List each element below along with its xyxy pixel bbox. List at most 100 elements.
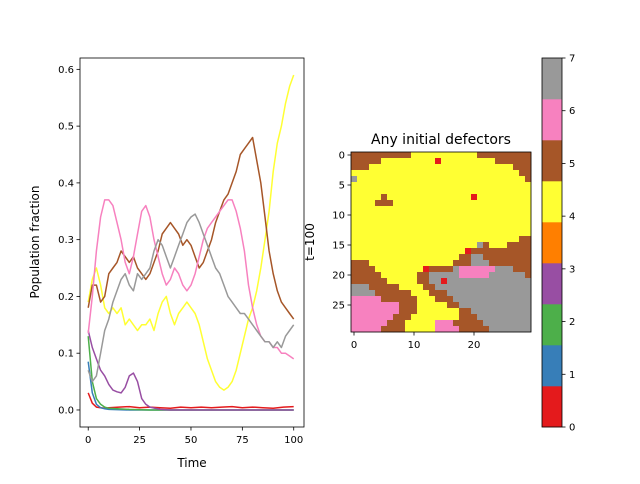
heatmap-cell <box>363 320 370 327</box>
line-series-7 <box>87 213 295 383</box>
heatmap-cell <box>363 248 370 255</box>
heatmap-cell <box>507 266 514 273</box>
heatmap-cell <box>387 266 394 273</box>
heatmap-cell <box>477 236 484 243</box>
heatmap-cell <box>447 212 454 219</box>
heatmap-cell <box>393 200 400 207</box>
heatmap-cell <box>363 302 370 309</box>
heatmap-cell <box>351 302 358 309</box>
heatmap-cell <box>465 308 472 315</box>
heatmap-cell <box>411 284 418 291</box>
heatmap-cell <box>519 188 526 195</box>
line-y-tick-label: 0.5 <box>58 122 74 133</box>
heatmap-cell <box>387 302 394 309</box>
heatmap-cell <box>489 314 496 321</box>
heatmap-cell <box>447 296 454 303</box>
heatmap-cell <box>405 242 412 249</box>
heatmap-cell <box>357 284 364 291</box>
heatmap-cell <box>399 326 406 333</box>
heatmap-cell <box>465 200 472 207</box>
heatmap-cell <box>435 188 442 195</box>
heatmap-cell <box>363 230 370 237</box>
heatmap-cell <box>351 182 358 189</box>
heatmap-cell <box>405 326 412 333</box>
heatmap-cell <box>453 200 460 207</box>
heatmap-cell <box>393 212 400 219</box>
heatmap-cell <box>525 236 532 243</box>
heatmap-cell <box>495 320 502 327</box>
heatmap-cell <box>489 182 496 189</box>
heatmap-cell <box>477 212 484 219</box>
heatmap-cell <box>513 284 520 291</box>
heatmap-cell <box>363 236 370 243</box>
heatmap-cell <box>393 182 400 189</box>
heatmap-cell <box>483 320 490 327</box>
line-y-tick-label: 0.6 <box>58 65 74 76</box>
heatmap-cell <box>405 158 412 165</box>
heatmap-cell <box>441 230 448 237</box>
heatmap-cell <box>435 260 442 267</box>
heatmap-cell <box>519 236 526 243</box>
heatmap-cell <box>483 296 490 303</box>
heatmap-cell <box>459 158 466 165</box>
heatmap-cell <box>441 284 448 291</box>
heatmap-cell <box>375 188 382 195</box>
heatmap-cell <box>435 242 442 249</box>
heatmap-cell <box>393 290 400 297</box>
colorbar-tick-label: 7 <box>569 54 575 65</box>
heatmap-cell <box>459 206 466 213</box>
heatmap-cell <box>507 200 514 207</box>
line-x-tick-label: 100 <box>284 435 303 446</box>
heatmap-cell <box>399 152 406 159</box>
heatmap-cell <box>471 248 478 255</box>
heatmap-cell <box>357 242 364 249</box>
heatmap-cell <box>477 266 484 273</box>
heatmap-cell <box>501 248 508 255</box>
heatmap-cell <box>519 326 526 333</box>
heatmap-cell <box>381 200 388 207</box>
heatmap-cell <box>369 152 376 159</box>
colorbar-frame <box>541 57 563 428</box>
heatmap-cell <box>405 206 412 213</box>
line-x-tick-label: 75 <box>236 435 249 446</box>
colorbar: 0 1 2 3 4 5 6 7 <box>541 54 575 434</box>
heatmap-cell <box>375 194 382 201</box>
colorbar-segment <box>542 345 562 387</box>
heatmap-cell <box>405 176 412 183</box>
line-plot-frame <box>79 57 305 428</box>
heatmap-cell <box>387 206 394 213</box>
heatmap-cell <box>381 176 388 183</box>
heatmap-cell <box>387 176 394 183</box>
heatmap-cell <box>465 314 472 321</box>
heatmap-cell <box>495 176 502 183</box>
heatmap-cell <box>507 284 514 291</box>
heatmap-cell <box>387 308 394 315</box>
heatmap-cell <box>399 188 406 195</box>
heatmap-cell <box>465 272 472 279</box>
heatmap-cell <box>507 320 514 327</box>
heatmap-cell <box>405 320 412 327</box>
heatmap-cell <box>357 236 364 243</box>
heatmap-cell <box>495 326 502 333</box>
heatmap-cell <box>351 224 358 231</box>
heatmap-cell <box>519 230 526 237</box>
heatmap-x-tick-label: 0 <box>351 340 357 351</box>
heatmap-cell <box>375 278 382 285</box>
colorbar-segment <box>542 222 562 264</box>
heatmap-cell <box>489 302 496 309</box>
heatmap-cell <box>387 290 394 297</box>
heatmap-cell <box>525 284 532 291</box>
heatmap-cell <box>507 152 514 159</box>
heatmap-cell <box>363 194 370 201</box>
heatmap-cell <box>525 176 532 183</box>
heatmap-cell <box>525 260 532 267</box>
heatmap-cell <box>459 290 466 297</box>
heatmap-cell <box>423 308 430 315</box>
heatmap-cell <box>393 188 400 195</box>
heatmap-cell <box>525 230 532 237</box>
heatmap-cell <box>513 164 520 171</box>
heatmap-cell <box>495 188 502 195</box>
heatmap-cell <box>417 206 424 213</box>
heatmap-cell <box>483 254 490 261</box>
heatmap-cell <box>381 296 388 303</box>
